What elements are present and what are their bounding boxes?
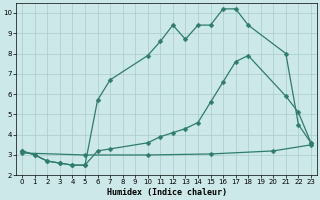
X-axis label: Humidex (Indice chaleur): Humidex (Indice chaleur): [107, 188, 227, 197]
